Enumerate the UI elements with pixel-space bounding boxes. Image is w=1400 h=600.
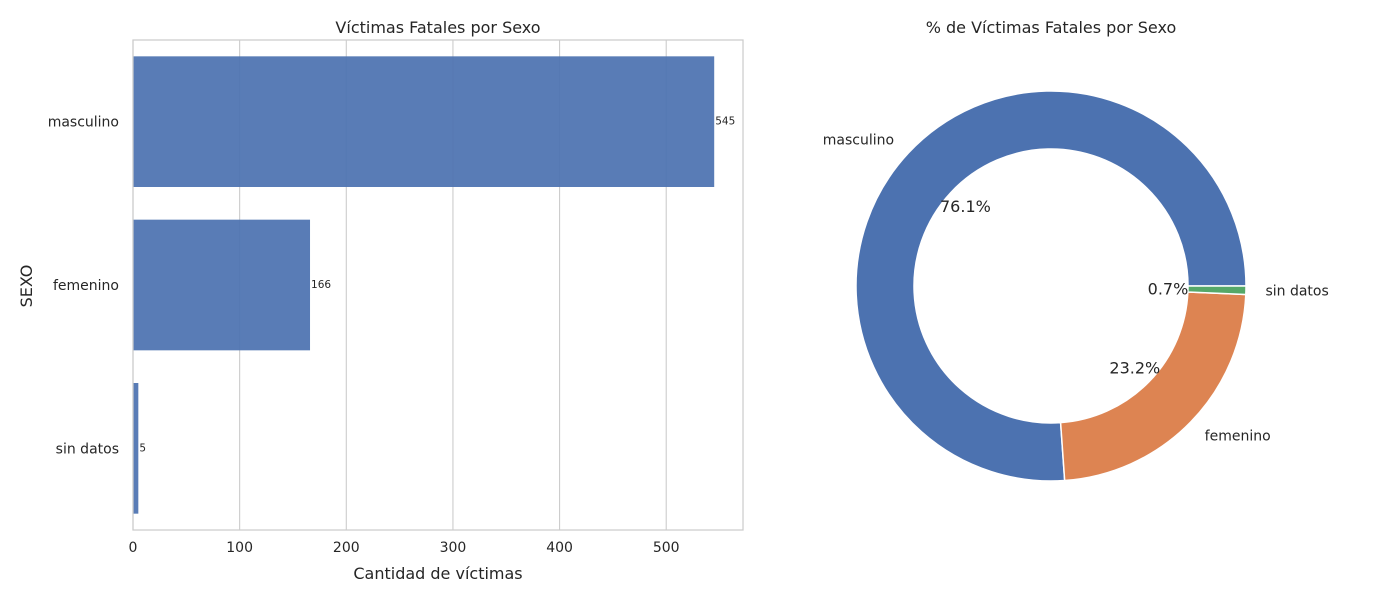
donut-percent-label: 0.7% (1148, 280, 1189, 299)
donut-category-label: femenino (1205, 429, 1271, 445)
donut-category-labels: masculino femenino sin datos (823, 133, 1329, 445)
donut-chart: masculino femenino sin datos 76.1% 23.2% 0.7… (823, 18, 1329, 482)
bar-x-tick-label: 500 (653, 540, 680, 556)
bar-sin-datos (133, 383, 139, 514)
bar-x-tick-label: 200 (333, 540, 360, 556)
bar-y-tick-label: masculino (48, 115, 119, 131)
bar-data-label: 545 (715, 116, 735, 128)
donut-slice-sin-datos (1187, 285, 1247, 296)
bar-y-tick-labels: masculino femenino sin datos (48, 115, 119, 458)
bar-y-axis-label: SEXO (17, 265, 36, 308)
donut-category-label: masculino (823, 133, 894, 149)
bar-data-label: 5 (139, 442, 146, 454)
bar-plot-frame (132, 39, 744, 531)
bar-bars (133, 56, 715, 514)
bar-femenino (133, 219, 311, 351)
donut-slice-masculino (855, 90, 1247, 482)
bar-x-tick-label: 100 (226, 540, 253, 556)
bar-y-tick-label: sin datos (56, 441, 119, 457)
donut-category-label: sin datos (1265, 284, 1328, 300)
bar-masculino (133, 56, 715, 188)
donut-slices (855, 90, 1247, 482)
bar-chart-title: Víctimas Fatales por Sexo (335, 18, 540, 37)
bar-x-tick-labels: 0 100 200 300 400 500 (129, 540, 680, 556)
donut-percent-labels: 76.1% 23.2% 0.7% (940, 197, 1188, 377)
donut-slice-femenino (1059, 291, 1247, 482)
bar-y-tick-label: femenino (53, 278, 119, 294)
bar-data-labels: 545 166 5 (139, 116, 735, 455)
donut-chart-title: % de Víctimas Fatales por Sexo (926, 18, 1177, 37)
donut-percent-label: 76.1% (940, 197, 991, 216)
donut-percent-label: 23.2% (1109, 359, 1160, 378)
bar-data-label: 166 (311, 279, 331, 291)
bar-chart: 0 100 200 300 400 500 masculino femenino sin da… (17, 18, 744, 583)
bar-x-tick-label: 0 (129, 540, 138, 556)
bar-x-tick-label: 300 (440, 540, 467, 556)
bar-x-tick-label: 400 (546, 540, 573, 556)
bar-x-axis-label: Cantidad de víctimas (353, 564, 522, 583)
